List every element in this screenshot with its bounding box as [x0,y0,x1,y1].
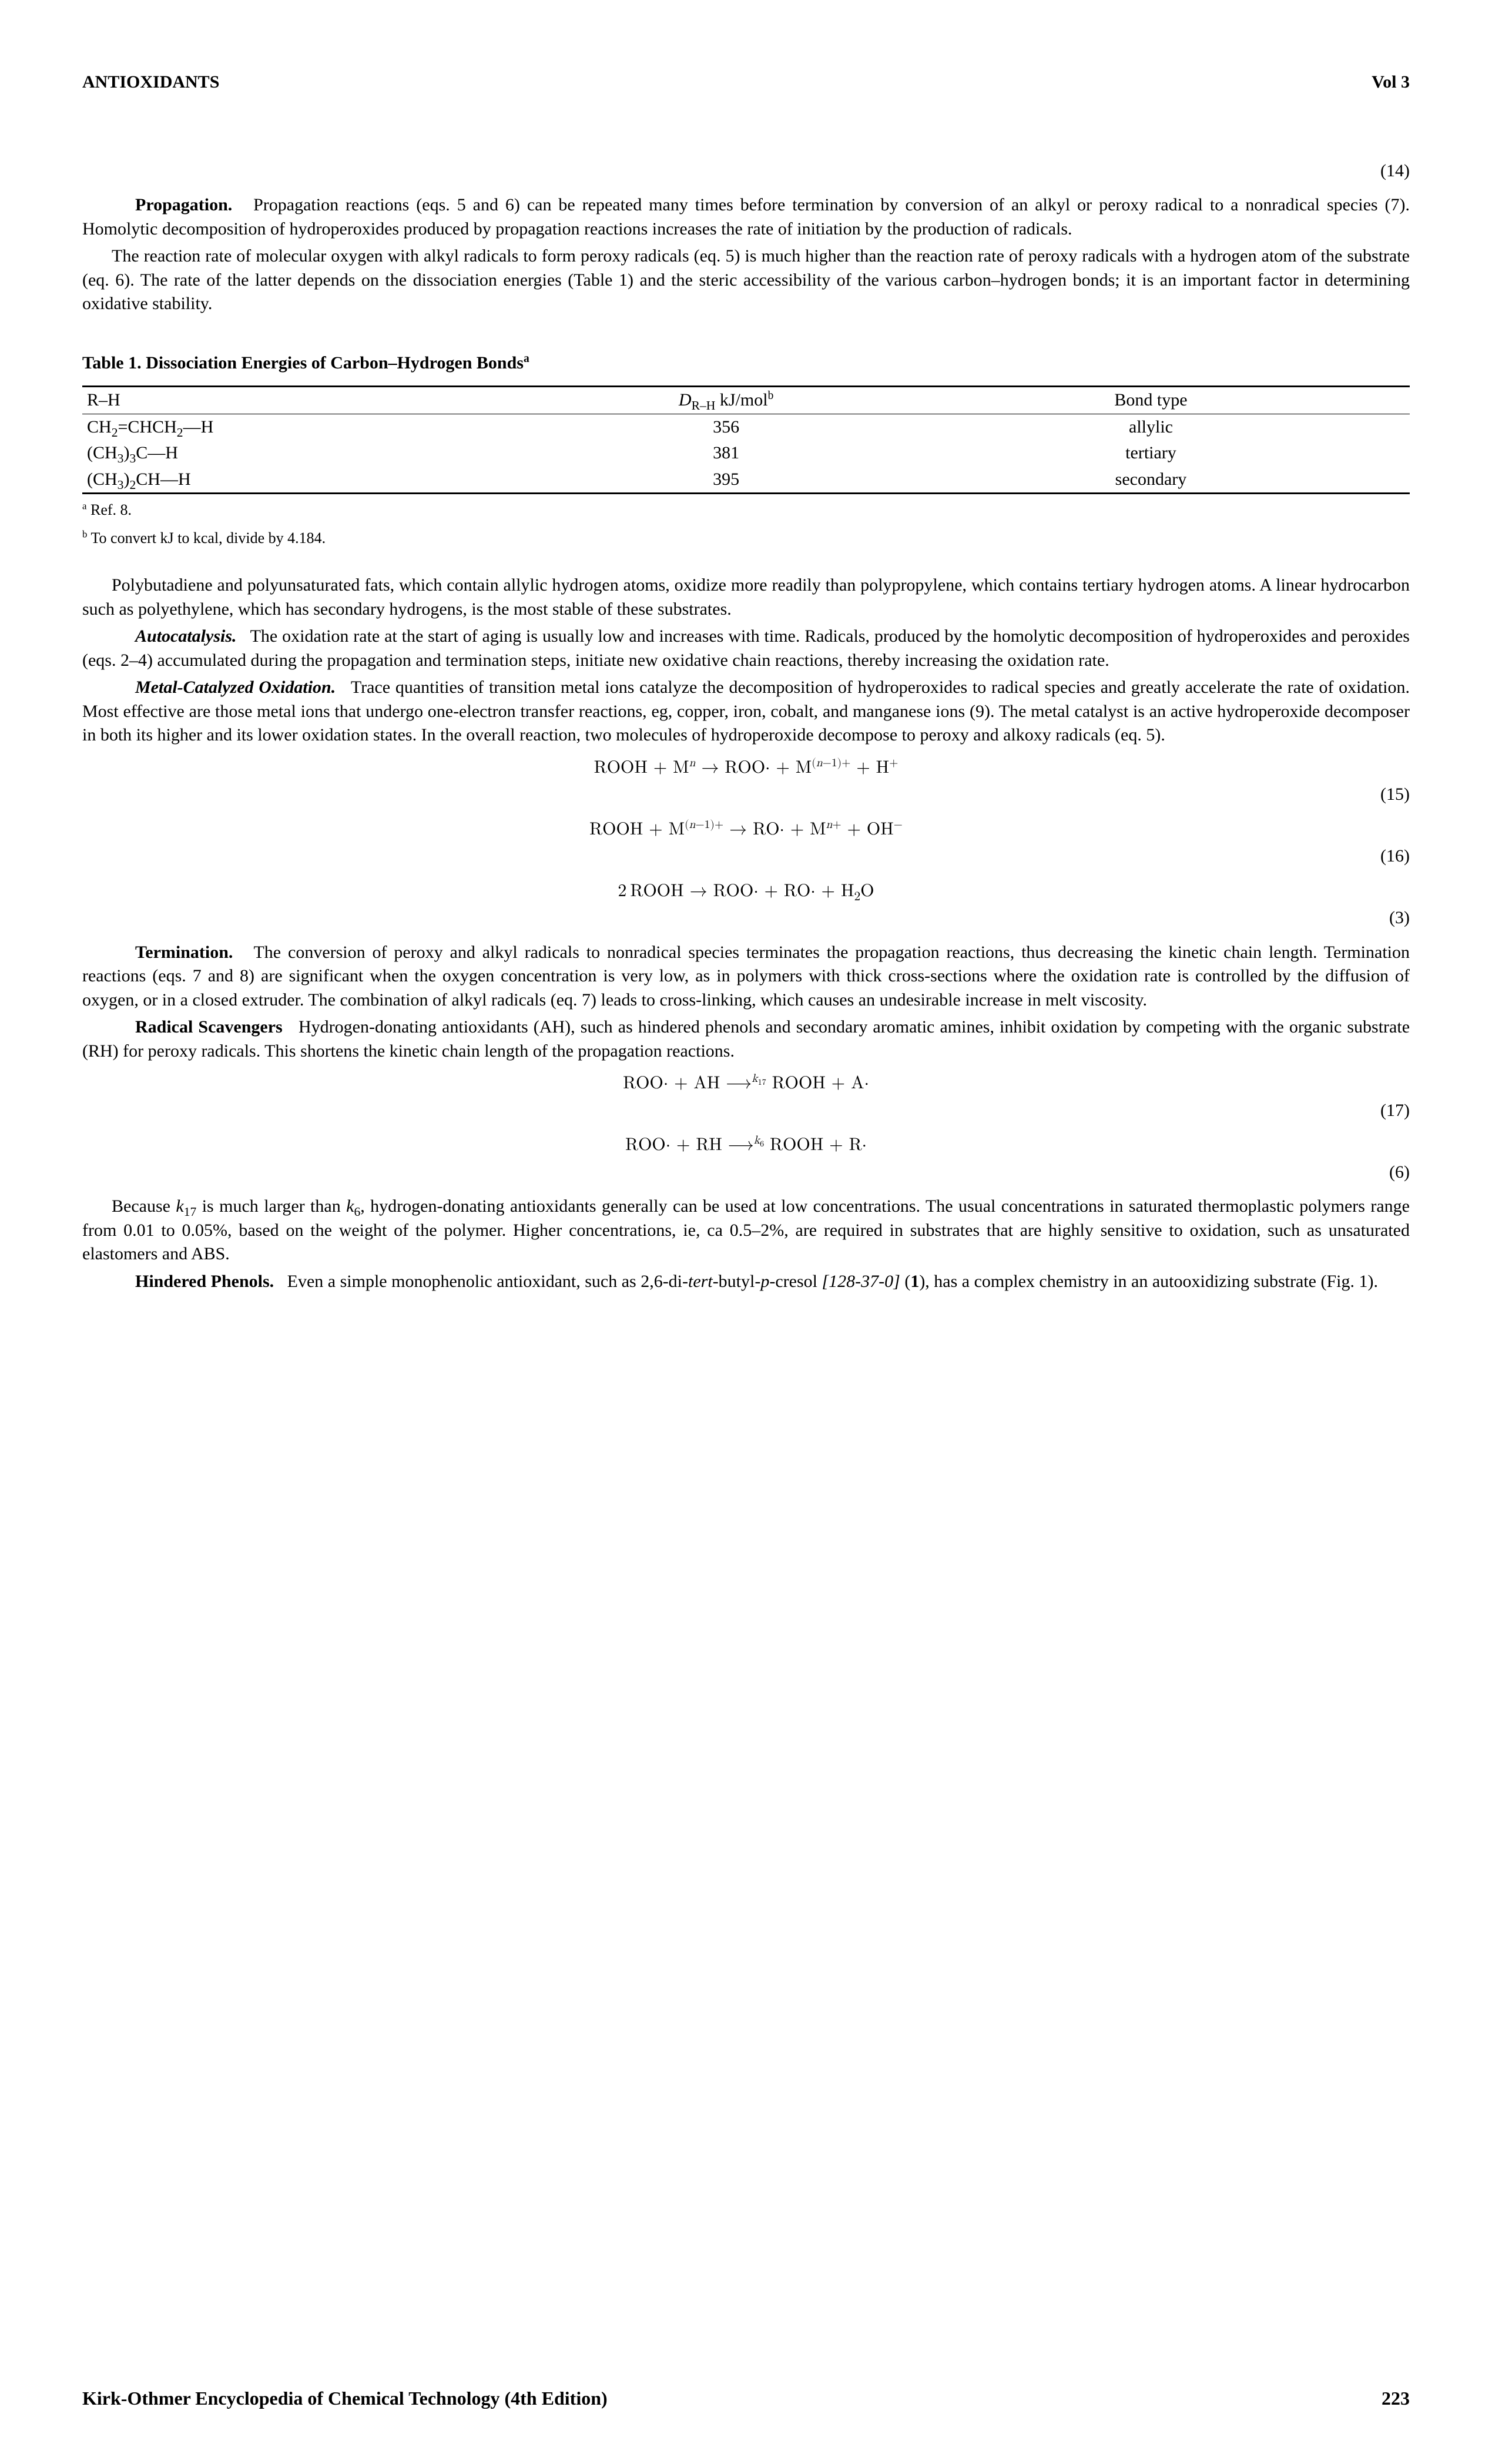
equation-number-14: (14) [82,159,1410,183]
para-metalcat: Metal-Catalyzed Oxidation. Trace quantit… [82,676,1410,747]
equation-number-6: (6) [82,1161,1410,1185]
runin-metalcat: Metal-Catalyzed Oxidation. [135,678,336,697]
equation-16-block: ROOH + M(n−1)+ → RO· + Mn+ + OH− (16) [82,817,1410,869]
equation-15-block: ROOH + Mn → ROO· + M(n−1)+ + H+ (15) [82,756,1410,807]
col-header-bondtype: Bond type [892,387,1410,414]
header-left: ANTIOXIDANTS [82,71,219,95]
para-autocatalysis-body: The oxidation rate at the start of aging… [82,626,1410,670]
equation-3-block: 2 ROOH → ROO· + RO· + H2O (3) [82,879,1410,930]
equation-number-17: (17) [82,1099,1410,1123]
runin-propagation: Propagation. [135,195,232,214]
col-header-energy: DR–H kJ/molb [560,387,892,414]
runin-autocatalysis: Autocatalysis. [135,626,237,646]
table-footnote-a: a Ref. 8. [82,498,1410,522]
col-header-rh: R–H [82,387,560,414]
para-hindered-body: Even a simple monophenolic antioxidant, … [287,1272,1378,1291]
para-autocatalysis: Autocatalysis. The oxidation rate at the… [82,625,1410,672]
equation-15: ROOH + Mn → ROO· + M(n−1)+ + H+ [82,756,1410,780]
runin-hindered: Hindered Phenols. [135,1272,274,1291]
runin-termination: Termination. [135,943,233,962]
footer-left: Kirk-Othmer Encyclopedia of Chemical Tec… [82,2386,608,2411]
table-body: CH2=CHCH2—H 356 allylic (CH3)3C—H 381 te… [82,414,1410,494]
equation-3: 2 ROOH → ROO· + RO· + H2O [82,879,1410,903]
para-hindered-phenols: Hindered Phenols. Even a simple monophen… [82,1270,1410,1294]
table-row: (CH3)2CH—H 395 secondary [82,467,1410,494]
para-propagation: Propagation. Propagation reactions (eqs.… [82,193,1410,241]
equation-17: ROO· + AH ⟶k17 ROOH + A· [82,1071,1410,1095]
equation-17-block: ROO· + AH ⟶k17 ROOH + A· (17) [82,1071,1410,1122]
footer-right: 223 [1382,2386,1410,2411]
page-header: ANTIOXIDANTS Vol 3 [82,71,1410,95]
equation-6: ROO· + RH ⟶k6 ROOH + R· [82,1133,1410,1157]
para-termination-body: The conversion of peroxy and alkyl radic… [82,943,1410,1010]
table-row: CH2=CHCH2—H 356 allylic [82,414,1410,440]
table-1: R–H DR–H kJ/molb Bond type CH2=CHCH2—H 3… [82,385,1410,494]
para-propagation-body: Propagation reactions (eqs. 5 and 6) can… [82,195,1410,239]
para-polybutadiene: Polybutadiene and polyunsaturated fats, … [82,574,1410,621]
runin-radicalscav: Radical Scavengers [135,1017,283,1037]
table-1-title: Table 1. Dissociation Energies of Carbon… [82,351,1410,376]
equation-16: ROOH + M(n−1)+ → RO· + Mn+ + OH− [82,817,1410,842]
para-because-k17: Because k17 is much larger than k6, hydr… [82,1195,1410,1266]
equation-6-block: ROO· + RH ⟶k6 ROOH + R· (6) [82,1133,1410,1184]
equation-number-15: (15) [82,783,1410,807]
equation-number-16: (16) [82,844,1410,869]
table-footnote-b: b To convert kJ to kcal, divide by 4.184… [82,526,1410,551]
para-reaction-rate: The reaction rate of molecular oxygen wi… [82,244,1410,316]
para-termination: Termination. The conversion of peroxy an… [82,941,1410,1013]
page-footer: Kirk-Othmer Encyclopedia of Chemical Tec… [82,2386,1410,2411]
table-row: (CH3)3C—H 381 tertiary [82,440,1410,467]
table-header-row: R–H DR–H kJ/molb Bond type [82,387,1410,414]
equation-number-3: (3) [82,906,1410,930]
para-radicalscav: Radical Scavengers Hydrogen-donating ant… [82,1015,1410,1063]
header-right: Vol 3 [1372,71,1410,95]
